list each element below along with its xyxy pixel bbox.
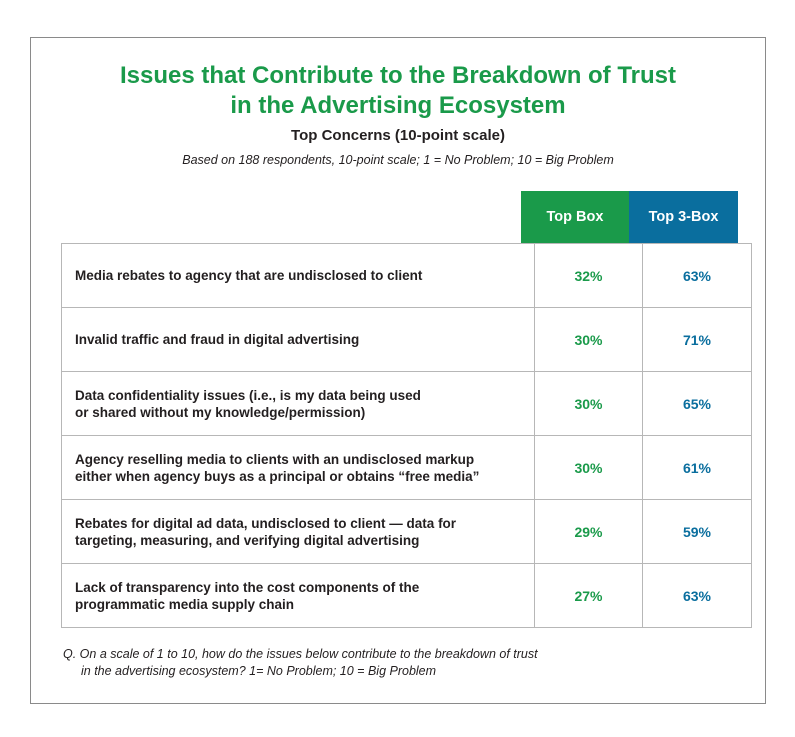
issue-label: Data confidentiality issues (i.e., is my… [61, 371, 535, 436]
column-header-top-3-box: Top 3-Box [629, 191, 738, 243]
survey-question-line-1: Q. On a scale of 1 to 10, how do the iss… [63, 647, 538, 661]
figure-frame [30, 37, 766, 704]
top-3-box-value: 65% [642, 371, 752, 436]
respondents-note: Based on 188 respondents, 10-point scale… [182, 153, 614, 167]
top-box-value: 30% [534, 435, 643, 500]
top-3-box-value: 63% [642, 243, 752, 308]
survey-question-line-2: in the advertising ecosystem? 1= No Prob… [81, 664, 437, 678]
top-box-value: 30% [534, 371, 643, 436]
table-row: Invalid traffic and fraud in digital adv… [61, 307, 752, 372]
concerns-table: Media rebates to agency that are undiscl… [61, 243, 752, 628]
top-box-value: 30% [534, 307, 643, 372]
issue-label-line-1: Agency reselling media to clients with a… [75, 451, 475, 467]
table-row: Agency reselling media to clients with a… [61, 435, 752, 500]
issue-label-line-2: programmatic media supply chain [75, 596, 295, 612]
top-box-value: 29% [534, 499, 643, 564]
top-3-box-value: 63% [642, 563, 752, 628]
issue-label-line-1: Media rebates to agency that are undiscl… [75, 268, 423, 283]
column-header-top-box: Top Box [521, 191, 629, 243]
issue-label: Agency reselling media to clients with a… [61, 435, 535, 500]
table-row: Data confidentiality issues (i.e., is my… [61, 371, 752, 436]
top-box-value: 27% [534, 563, 643, 628]
issue-label-line-1: Invalid traffic and fraud in digital adv… [75, 332, 360, 347]
table-row: Lack of transparency into the cost compo… [61, 563, 752, 628]
top-box-value: 32% [534, 243, 643, 308]
issue-label-line-1: Lack of transparency into the cost compo… [75, 579, 420, 595]
issue-label-line-1: Rebates for digital ad data, undisclosed… [75, 515, 457, 531]
issue-label: Lack of transparency into the cost compo… [61, 563, 535, 628]
chart-title-line-1: Issues that Contribute to the Breakdown … [119, 62, 677, 89]
issue-label: Invalid traffic and fraud in digital adv… [61, 307, 535, 372]
chart-title-line-2: in the Advertising Ecosystem [230, 92, 566, 119]
issue-label-line-1: Data confidentiality issues (i.e., is my… [75, 387, 421, 403]
table-row: Media rebates to agency that are undiscl… [61, 243, 752, 308]
top-3-box-value: 71% [642, 307, 752, 372]
top-3-box-value: 61% [642, 435, 752, 500]
issue-label: Rebates for digital ad data, undisclosed… [61, 499, 535, 564]
top-3-box-value: 59% [642, 499, 752, 564]
chart-subtitle: Top Concerns (10-point scale) [291, 127, 505, 144]
table-row: Rebates for digital ad data, undisclosed… [61, 499, 752, 564]
survey-question: Q. On a scale of 1 to 10, how do the iss… [63, 646, 663, 680]
issue-label-line-2: either when agency buys as a principal o… [75, 468, 480, 484]
issue-label-line-2: targeting, measuring, and verifying digi… [75, 532, 420, 548]
issue-label-line-2: or shared without my knowledge/permissio… [75, 404, 366, 420]
issue-label: Media rebates to agency that are undiscl… [61, 243, 535, 308]
chart-title: Issues that Contribute to the Breakdown … [30, 61, 766, 121]
